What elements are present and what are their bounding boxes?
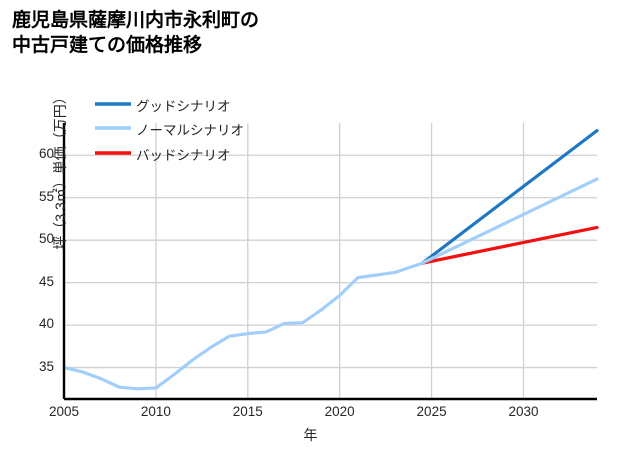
gridlines (63, 123, 597, 399)
page-title: 鹿児島県薩摩川内市永利町の 中古戸建ての価格推移 (12, 10, 260, 57)
series-line (420, 129, 599, 265)
data-series-group (62, 129, 599, 391)
x-tick-label: 2010 (140, 404, 171, 419)
x-tick-label: 2030 (508, 404, 539, 419)
x-tick-label: 2015 (232, 404, 263, 419)
series-line (62, 177, 599, 391)
legend-entry-label: ノーマルシナリオ (136, 123, 244, 138)
y-tick-label: 45 (38, 273, 54, 289)
x-tick-label: 2005 (48, 404, 80, 419)
y-tick-label: 50 (38, 231, 54, 247)
x-tick-label: 2025 (416, 404, 447, 419)
series-line (420, 225, 599, 265)
y-tick-label: 40 (38, 316, 54, 332)
y-tick-label: 35 (38, 358, 54, 374)
x-axis-title: 年 (303, 427, 318, 443)
axis-lines (62, 123, 597, 401)
legend-entry-label: バッドシナリオ (136, 148, 231, 163)
x-tick-label: 2020 (324, 404, 355, 419)
legend-swatches (95, 102, 131, 155)
y-tick-label: 55 (38, 188, 54, 204)
y-axis-title: 坪（3.3㎡）単価（万円） (52, 90, 68, 250)
legend-entry-label: グッドシナリオ (136, 99, 231, 114)
y-tick-label: 60 (38, 146, 54, 162)
